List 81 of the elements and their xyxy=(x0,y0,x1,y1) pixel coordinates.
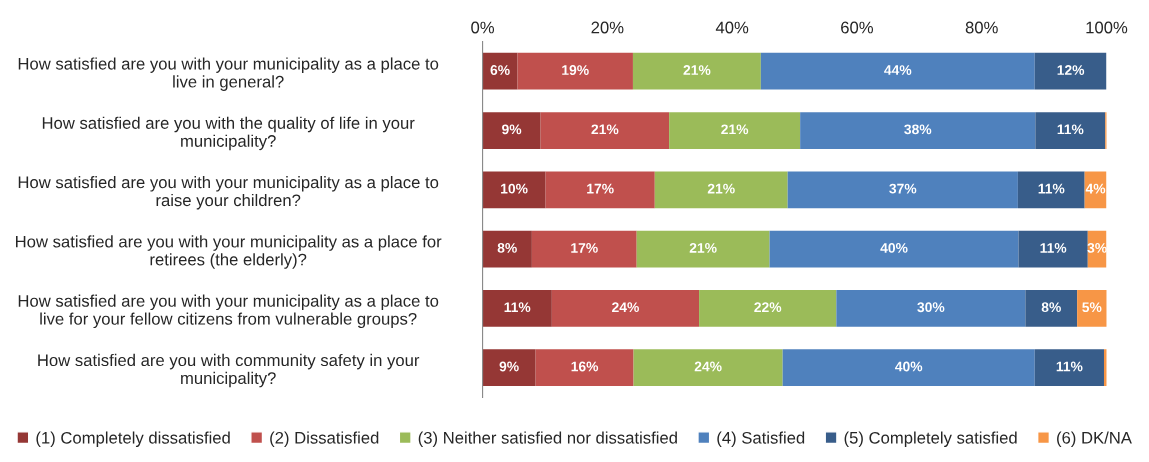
data-label: 9% xyxy=(499,361,519,372)
y-tick-label: How satisfied are you with your municipality as a place to live in general? xyxy=(18,57,439,91)
bar xyxy=(699,290,837,327)
bar xyxy=(482,349,536,387)
y-tick-label: How satisfied are you with your municipality as a place for retirees (the elderly)? xyxy=(16,235,442,269)
data-label: 11% xyxy=(1038,183,1065,194)
data-label: 21% xyxy=(591,124,619,135)
data-label: 17% xyxy=(587,183,614,194)
data-label: 40% xyxy=(895,361,923,372)
y-tick-label: How satisfied are you with your municipality as a place to raise your children? xyxy=(18,176,439,210)
bar xyxy=(482,171,546,209)
data-label: 21% xyxy=(689,242,717,253)
bar xyxy=(482,290,552,327)
y-tick-label: How satisfied are you with community safety in your municipality? xyxy=(38,353,420,388)
bar xyxy=(1025,290,1078,327)
bar xyxy=(535,349,634,387)
bar xyxy=(1034,52,1107,90)
data-label: 9% xyxy=(502,124,522,135)
bar xyxy=(482,230,532,268)
bar xyxy=(632,52,761,90)
data-label: 24% xyxy=(612,302,639,313)
data-label: 8% xyxy=(1041,302,1061,313)
bar xyxy=(760,52,1035,90)
data-label: 8% xyxy=(497,242,517,253)
x-tick-label: 40% xyxy=(715,21,749,34)
bar xyxy=(540,112,670,149)
bar xyxy=(531,230,637,268)
bar xyxy=(836,290,1026,327)
data-label: 19% xyxy=(562,65,589,75)
bar xyxy=(633,349,783,387)
x-tick-label: 100% xyxy=(1086,21,1128,34)
data-label: 21% xyxy=(683,65,711,75)
legend-label: (2) Dissatisfied xyxy=(270,431,379,447)
data-label: 10% xyxy=(501,183,528,194)
data-label: 38% xyxy=(904,124,932,135)
data-label: 24% xyxy=(694,361,722,372)
x-tick-label: 80% xyxy=(965,21,998,34)
data-label: 44% xyxy=(884,65,912,75)
legend-label: (3) Neither satisfied nor dissatisfied xyxy=(418,431,677,447)
data-label: 4% xyxy=(1085,183,1106,194)
bar xyxy=(1017,171,1085,209)
data-label: 22% xyxy=(754,302,782,313)
bar xyxy=(517,52,633,90)
x-tick-label: 0% xyxy=(471,21,495,34)
data-label: 5% xyxy=(1082,302,1102,313)
bar xyxy=(482,112,541,149)
data-label: 6% xyxy=(490,65,510,75)
data-label: 16% xyxy=(571,361,599,372)
data-label: 21% xyxy=(721,124,749,135)
bar xyxy=(545,171,655,209)
bar xyxy=(669,112,801,149)
bar xyxy=(482,52,518,90)
data-label: 12% xyxy=(1057,65,1085,75)
bar xyxy=(1018,230,1088,268)
data-label: 21% xyxy=(707,183,735,194)
bar xyxy=(787,171,1018,209)
data-label: 40% xyxy=(880,242,908,253)
data-label: 11% xyxy=(1040,243,1067,253)
bar xyxy=(654,171,788,209)
bar xyxy=(551,290,700,327)
bar xyxy=(800,112,1036,149)
legend-label: (6) DK/NA xyxy=(1057,431,1132,447)
bar xyxy=(1035,112,1106,149)
bar xyxy=(1077,290,1107,327)
data-label: 11% xyxy=(504,302,531,313)
data-label: 11% xyxy=(1057,124,1084,135)
x-tick-label: 20% xyxy=(591,21,624,34)
y-tick-label: How satisfied are you with the quality of life in your municipality? xyxy=(42,116,415,151)
data-label: 37% xyxy=(889,183,917,194)
legend-label: (5) Completely satisfied xyxy=(844,431,1017,447)
bar xyxy=(1034,349,1104,387)
legend-label: (1) Completely dissatisfied xyxy=(36,431,230,447)
data-label: 11% xyxy=(1056,361,1083,372)
y-tick-label: How satisfied are you with your municipality as a place to live for your fellow citizens from vulnerable groups? xyxy=(18,294,439,329)
bar xyxy=(782,349,1035,387)
data-label: 17% xyxy=(571,243,598,253)
data-label: 30% xyxy=(917,302,945,313)
x-tick-label: 60% xyxy=(841,21,874,34)
bar xyxy=(769,230,1019,268)
legend-label: (4) Satisfied xyxy=(717,431,805,447)
bar xyxy=(636,230,770,268)
